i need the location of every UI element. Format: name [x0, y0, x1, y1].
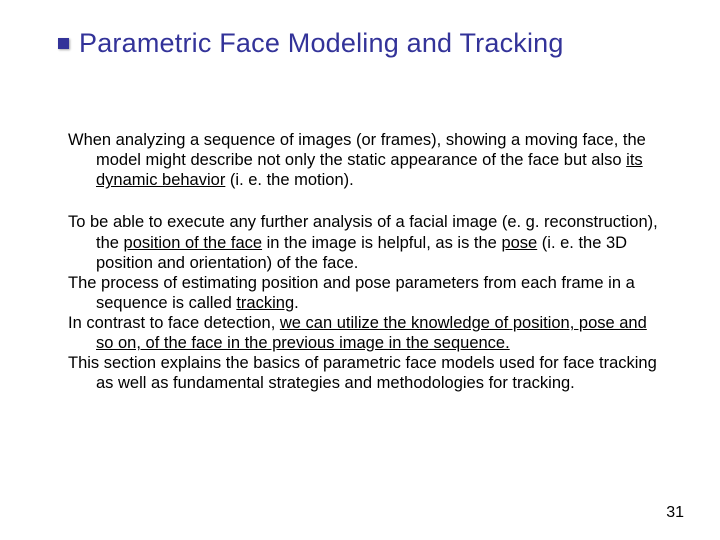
title-row: Parametric Face Modeling and Tracking: [58, 28, 700, 59]
paragraph-2: To be able to execute any further analys…: [68, 212, 660, 272]
p1-text-b: (i. e. the motion).: [225, 171, 353, 189]
p3-underline: tracking: [236, 294, 294, 312]
p3-text-b: .: [294, 294, 299, 312]
title-bullet-icon: [58, 38, 69, 49]
p2-underline-2: pose: [501, 234, 537, 252]
paragraph-4: In contrast to face detection, we can ut…: [68, 313, 660, 353]
paragraph-5: This section explains the basics of para…: [68, 353, 660, 393]
p3-text-a: The process of estimating position and p…: [68, 274, 635, 312]
paragraph-3: The process of estimating position and p…: [68, 273, 660, 313]
p2-text-b: in the image is helpful, as is the: [262, 234, 501, 252]
p2-underline-1: position of the face: [124, 234, 263, 252]
slide-body: When analyzing a sequence of images (or …: [68, 130, 660, 394]
p1-text-a: When analyzing a sequence of images (or …: [68, 131, 646, 169]
p4-text-a: In contrast to face detection,: [68, 314, 280, 332]
slide-title: Parametric Face Modeling and Tracking: [79, 28, 564, 59]
page-number: 31: [666, 504, 684, 522]
paragraph-1: When analyzing a sequence of images (or …: [68, 130, 660, 190]
slide: Parametric Face Modeling and Tracking Wh…: [0, 0, 720, 540]
